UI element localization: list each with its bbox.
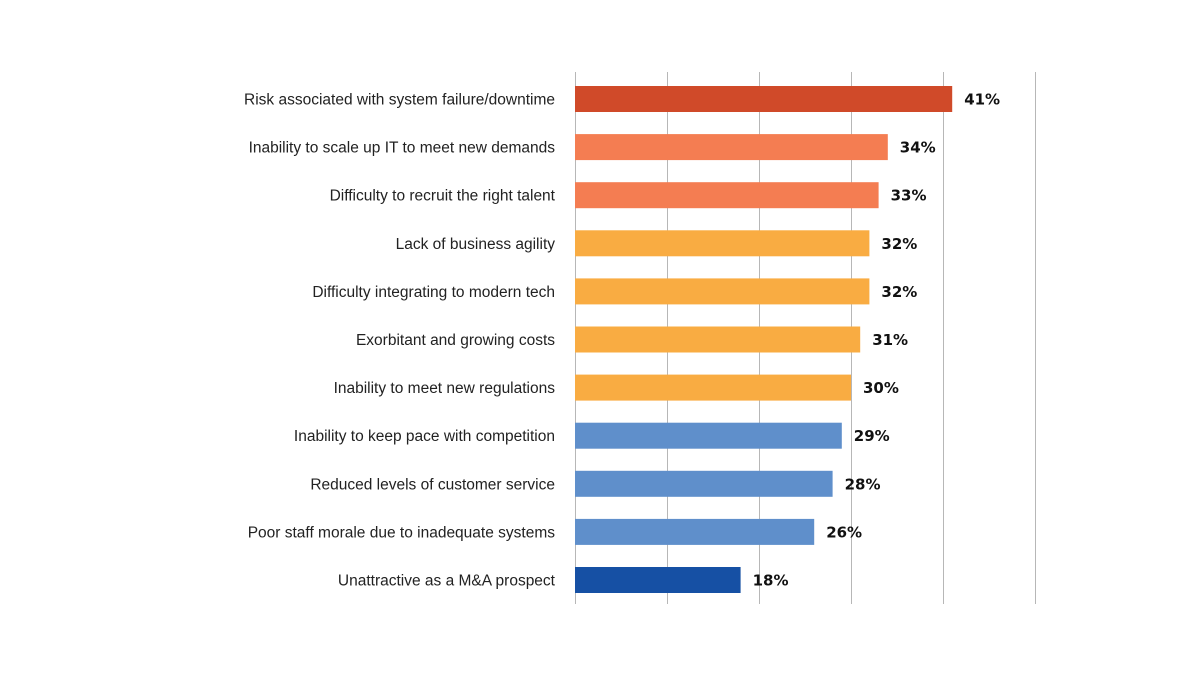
bar-10 bbox=[575, 518, 815, 545]
bar-11 bbox=[575, 567, 741, 593]
category-label: Risk associated with system failure/down… bbox=[244, 92, 555, 109]
value-label: 33% bbox=[891, 187, 927, 205]
category-label: Difficulty to recruit the right talent bbox=[330, 188, 556, 205]
category-label: Poor staff morale due to inadequate syst… bbox=[248, 524, 556, 541]
bar-7 bbox=[575, 374, 851, 401]
value-label: 29% bbox=[854, 427, 890, 445]
value-label: 18% bbox=[753, 572, 789, 590]
bar-2 bbox=[575, 134, 888, 161]
category-label: Inability to meet new regulations bbox=[334, 380, 556, 397]
category-label: Inability to keep pace with competition bbox=[294, 428, 555, 445]
bar-9 bbox=[575, 470, 833, 497]
value-labels: 41% 34% 33% 32% 32% 31% 30% 29% 28% 26% 18% bbox=[753, 91, 1001, 590]
category-label: Reduced levels of customer service bbox=[310, 476, 555, 493]
category-label: Lack of business agility bbox=[396, 236, 556, 253]
value-label: 26% bbox=[826, 523, 862, 541]
bar-8 bbox=[575, 422, 842, 449]
category-labels: Risk associated with system failure/down… bbox=[244, 92, 556, 590]
bar-5 bbox=[575, 278, 870, 305]
bar-6 bbox=[575, 326, 861, 353]
value-label: 32% bbox=[881, 283, 917, 301]
category-label: Inability to scale up IT to meet new dem… bbox=[249, 140, 556, 157]
value-label: 31% bbox=[872, 331, 908, 349]
bar-series bbox=[575, 86, 953, 593]
value-label: 41% bbox=[964, 91, 1000, 109]
category-label: Difficulty integrating to modern tech bbox=[312, 284, 555, 301]
value-label: 30% bbox=[863, 379, 899, 397]
value-label: 32% bbox=[881, 235, 917, 253]
bar-3 bbox=[575, 182, 879, 209]
bar-4 bbox=[575, 230, 870, 257]
value-label: 28% bbox=[845, 475, 881, 493]
category-label: Exorbitant and growing costs bbox=[356, 332, 555, 349]
bar-1 bbox=[575, 86, 953, 112]
value-label: 34% bbox=[900, 139, 936, 157]
category-label: Unattractive as a M&A prospect bbox=[338, 573, 556, 590]
